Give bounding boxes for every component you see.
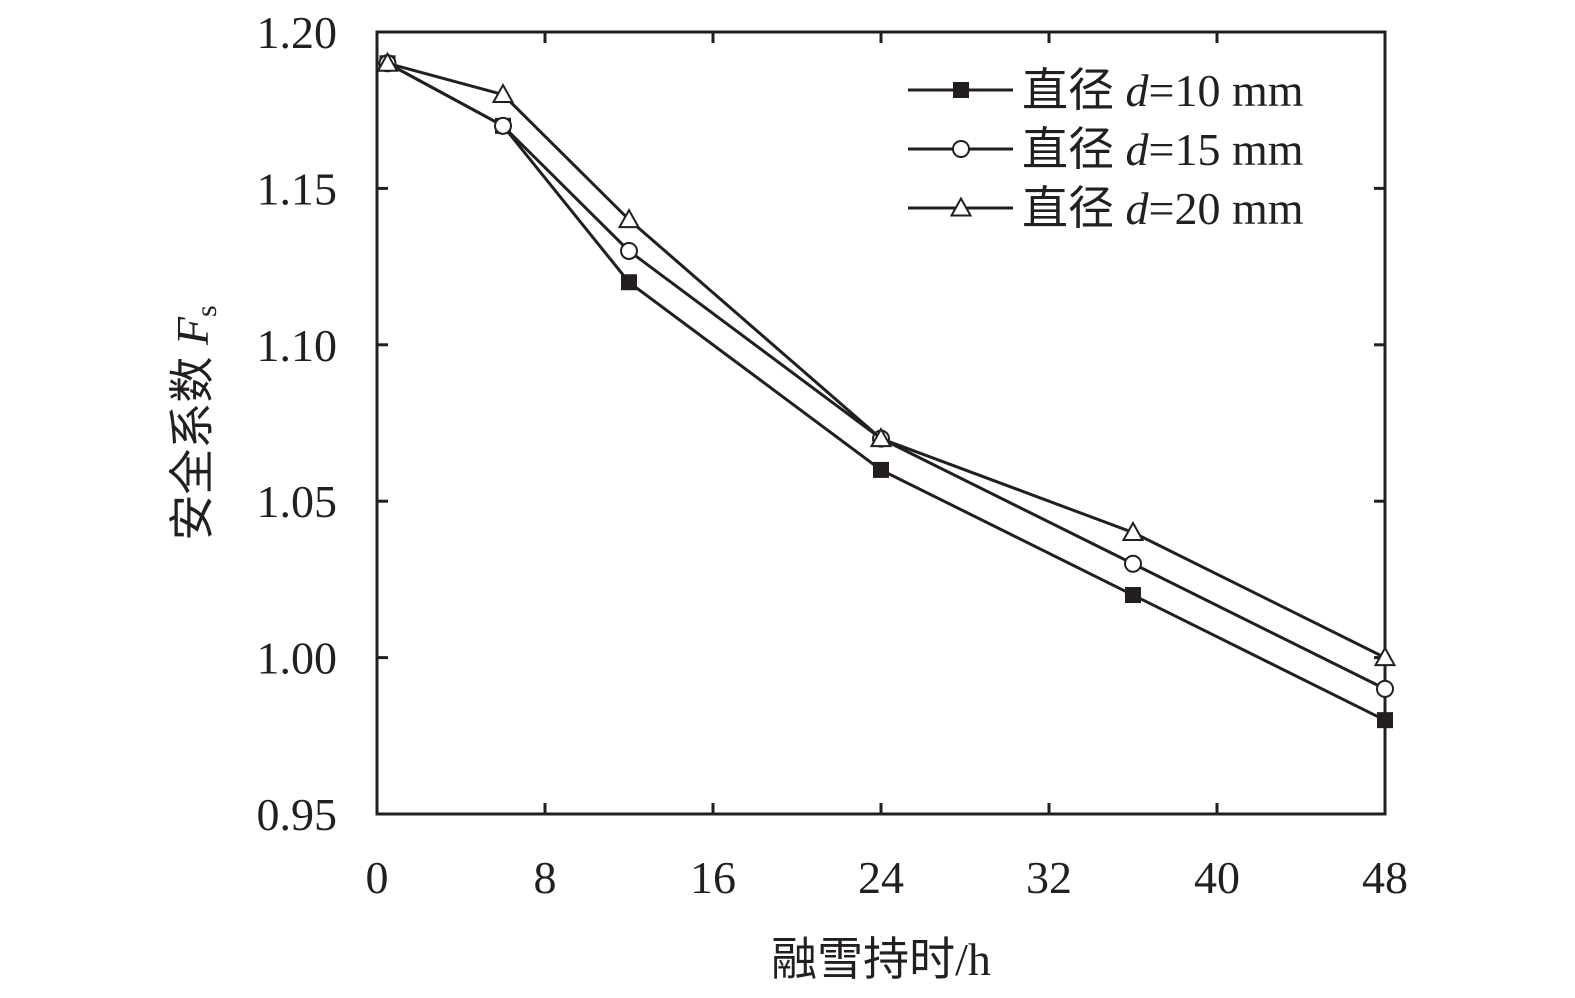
legend-item: 直径 d=15 mm [908,124,1304,175]
y-tick-label: 1.20 [257,7,338,58]
series-3 [376,51,1397,667]
y-tick-label: 1.05 [257,476,338,527]
x-tick-label: 24 [858,852,904,903]
x-tick-label: 40 [1194,852,1240,903]
data-point [620,241,638,260]
data-point [621,274,637,291]
legend-label-symbol: d [1126,183,1150,234]
legend-marker [949,196,973,217]
x-tick-label: 16 [690,852,736,903]
legend-item: 直径 d=10 mm [908,65,1304,116]
legend-marker [952,140,970,158]
x-tick-label: 8 [534,852,557,903]
y-tick-label: 1.15 [257,163,338,214]
series-line [386,61,1386,691]
data-point [1376,679,1394,698]
legend-label: 直径 d=10 mm [1022,65,1304,116]
data-point [617,208,641,229]
legend-label-prefix: 直径 [1022,183,1126,234]
x-tick-label: 0 [366,852,389,903]
legend-label: 直径 d=15 mm [1022,124,1304,175]
y-axis-title: 安全系数 Fs [167,305,223,540]
x-tick-label: 32 [1026,852,1072,903]
legend-label-suffix: =10 mm [1149,65,1304,116]
series-layer [376,51,1397,729]
data-point [1124,554,1142,573]
y-axis-title-text: 安全系数 [167,345,218,541]
y-axis-title-subscript: s [190,305,223,317]
legend-label: 直径 d=20 mm [1022,183,1304,234]
legend-marker [953,82,969,98]
data-point [494,116,512,135]
axis-tick-labels: 0 8 16 24 32 40 48 0.95 1.00 1.05 1.10 1.15 1.20 [257,7,1409,903]
y-tick-label: 1.10 [257,320,338,371]
data-point [1121,520,1145,541]
legend-label-prefix: 直径 [1022,65,1126,116]
data-point [491,83,515,104]
data-point [873,461,889,478]
data-point [1377,712,1393,729]
x-tick-label: 48 [1362,852,1408,903]
legend-item: 直径 d=20 mm [908,183,1304,234]
data-point [376,51,399,72]
legend-label-suffix: =20 mm [1149,183,1304,234]
y-axis-title-symbol: F [167,316,218,346]
legend-label-suffix: =15 mm [1149,124,1304,175]
legend-label-symbol: d [1126,124,1150,175]
data-point [1373,646,1397,667]
data-point [869,427,893,448]
series-line [387,61,1386,659]
legend-label-symbol: d [1126,65,1150,116]
x-axis-title: 融雪持时/h [771,934,991,985]
data-point [1125,587,1141,604]
y-tick-label: 1.00 [257,633,338,684]
y-tick-label: 0.95 [257,789,338,840]
legend-label-prefix: 直径 [1022,124,1126,175]
